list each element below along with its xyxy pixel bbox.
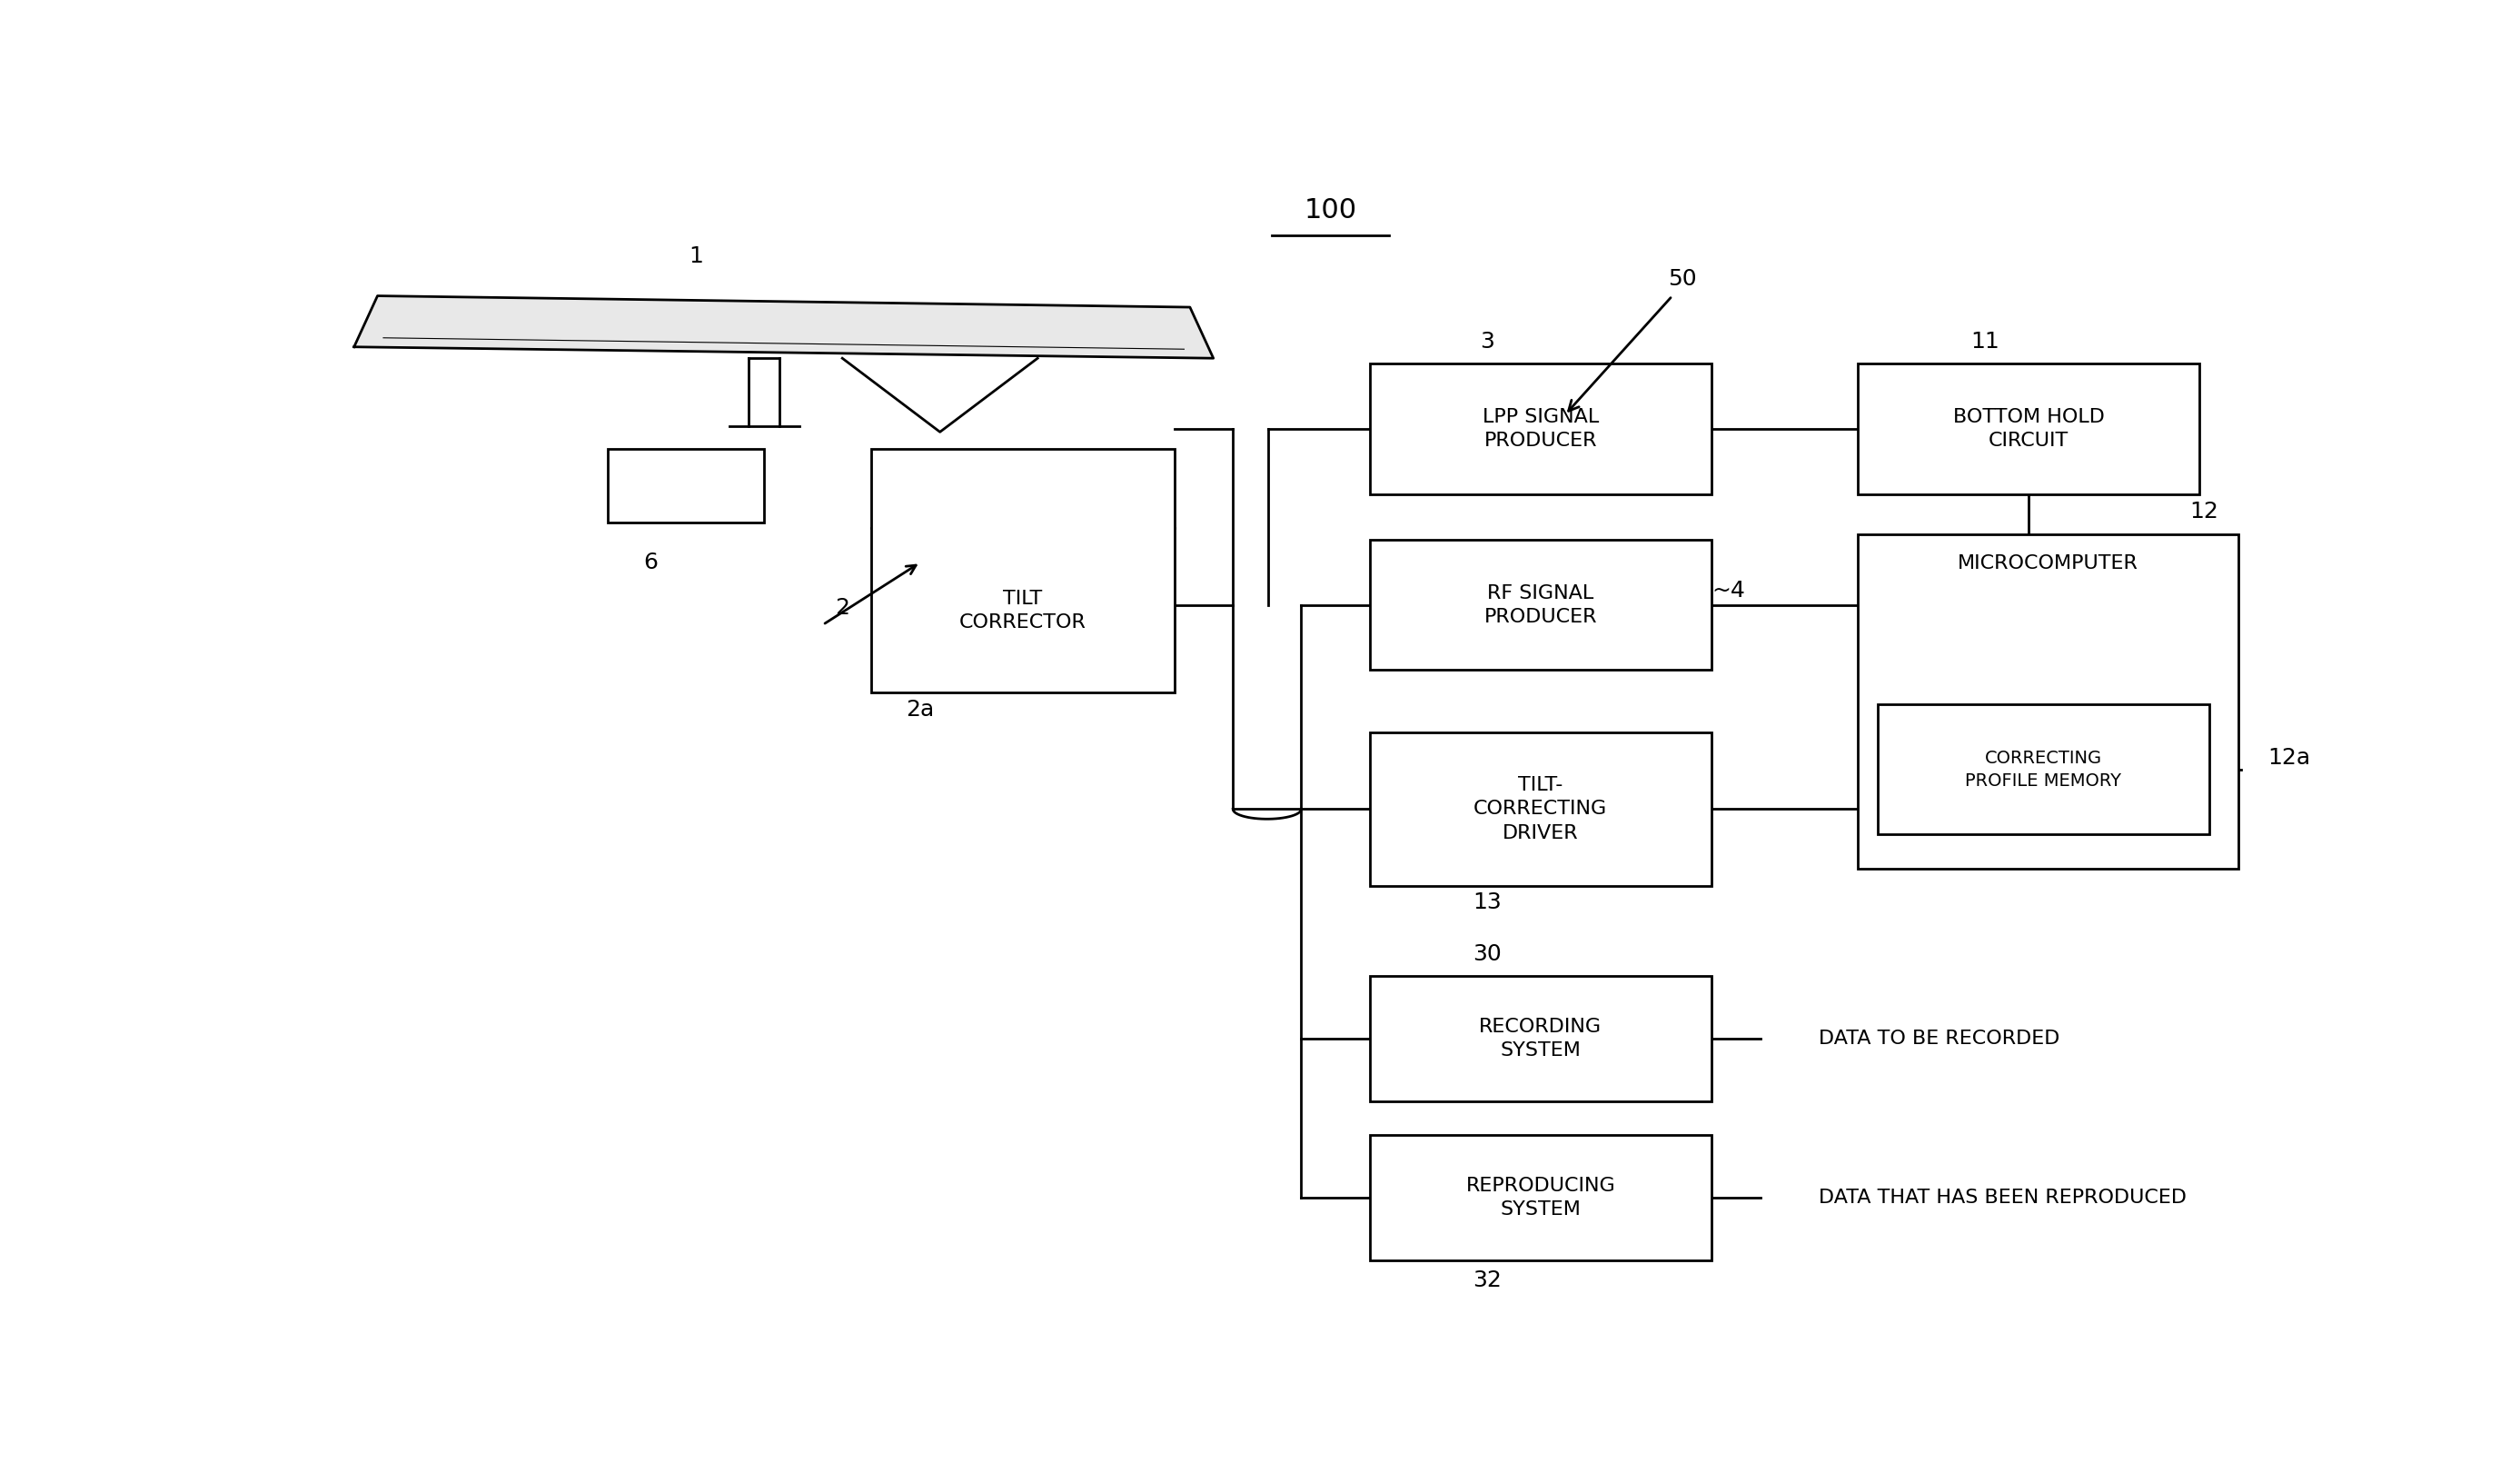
Text: 32: 32 <box>1472 1270 1502 1292</box>
Text: 12a: 12a <box>2268 747 2311 769</box>
Text: LPP SIGNAL
PRODUCER: LPP SIGNAL PRODUCER <box>1482 408 1598 451</box>
Bar <box>1371 364 1711 495</box>
Bar <box>1857 535 2238 869</box>
Text: 6: 6 <box>643 551 658 573</box>
Text: 100: 100 <box>1305 197 1356 224</box>
Polygon shape <box>353 296 1215 358</box>
Bar <box>1371 1136 1711 1259</box>
Bar <box>607 449 764 523</box>
Text: 13: 13 <box>1472 891 1502 913</box>
Bar <box>1371 977 1711 1102</box>
Bar <box>1857 364 2200 495</box>
Text: 12: 12 <box>2190 501 2218 523</box>
Text: 2: 2 <box>834 597 849 619</box>
Text: RF SIGNAL
PRODUCER: RF SIGNAL PRODUCER <box>1484 583 1598 626</box>
Text: ~4: ~4 <box>1711 580 1744 601</box>
Text: CORRECTING
PROFILE MEMORY: CORRECTING PROFILE MEMORY <box>1966 750 2122 790</box>
Bar <box>1877 704 2210 835</box>
Text: MICROCOMPUTER: MICROCOMPUTER <box>1958 554 2139 573</box>
Text: BOTTOM HOLD
CIRCUIT: BOTTOM HOLD CIRCUIT <box>1953 408 2104 451</box>
Text: TILT
CORRECTOR: TILT CORRECTOR <box>960 589 1086 632</box>
Text: REPRODUCING
SYSTEM: REPRODUCING SYSTEM <box>1467 1177 1615 1218</box>
Text: 1: 1 <box>688 245 703 267</box>
Text: 3: 3 <box>1479 330 1494 352</box>
Text: 50: 50 <box>1668 268 1696 290</box>
Text: DATA THAT HAS BEEN REPRODUCED: DATA THAT HAS BEEN REPRODUCED <box>1819 1189 2187 1206</box>
Bar <box>1371 539 1711 670</box>
Text: 11: 11 <box>1971 330 1998 352</box>
Text: DATA TO BE RECORDED: DATA TO BE RECORDED <box>1819 1030 2059 1047</box>
Text: 2a: 2a <box>907 698 935 720</box>
Bar <box>872 449 1174 692</box>
Text: 30: 30 <box>1472 943 1502 965</box>
Bar <box>1371 732 1711 885</box>
Text: RECORDING
SYSTEM: RECORDING SYSTEM <box>1479 1018 1603 1061</box>
Text: TILT-
CORRECTING
DRIVER: TILT- CORRECTING DRIVER <box>1474 776 1608 843</box>
